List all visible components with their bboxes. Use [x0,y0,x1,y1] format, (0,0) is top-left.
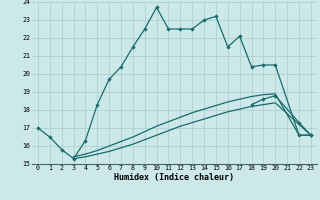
X-axis label: Humidex (Indice chaleur): Humidex (Indice chaleur) [115,173,234,182]
